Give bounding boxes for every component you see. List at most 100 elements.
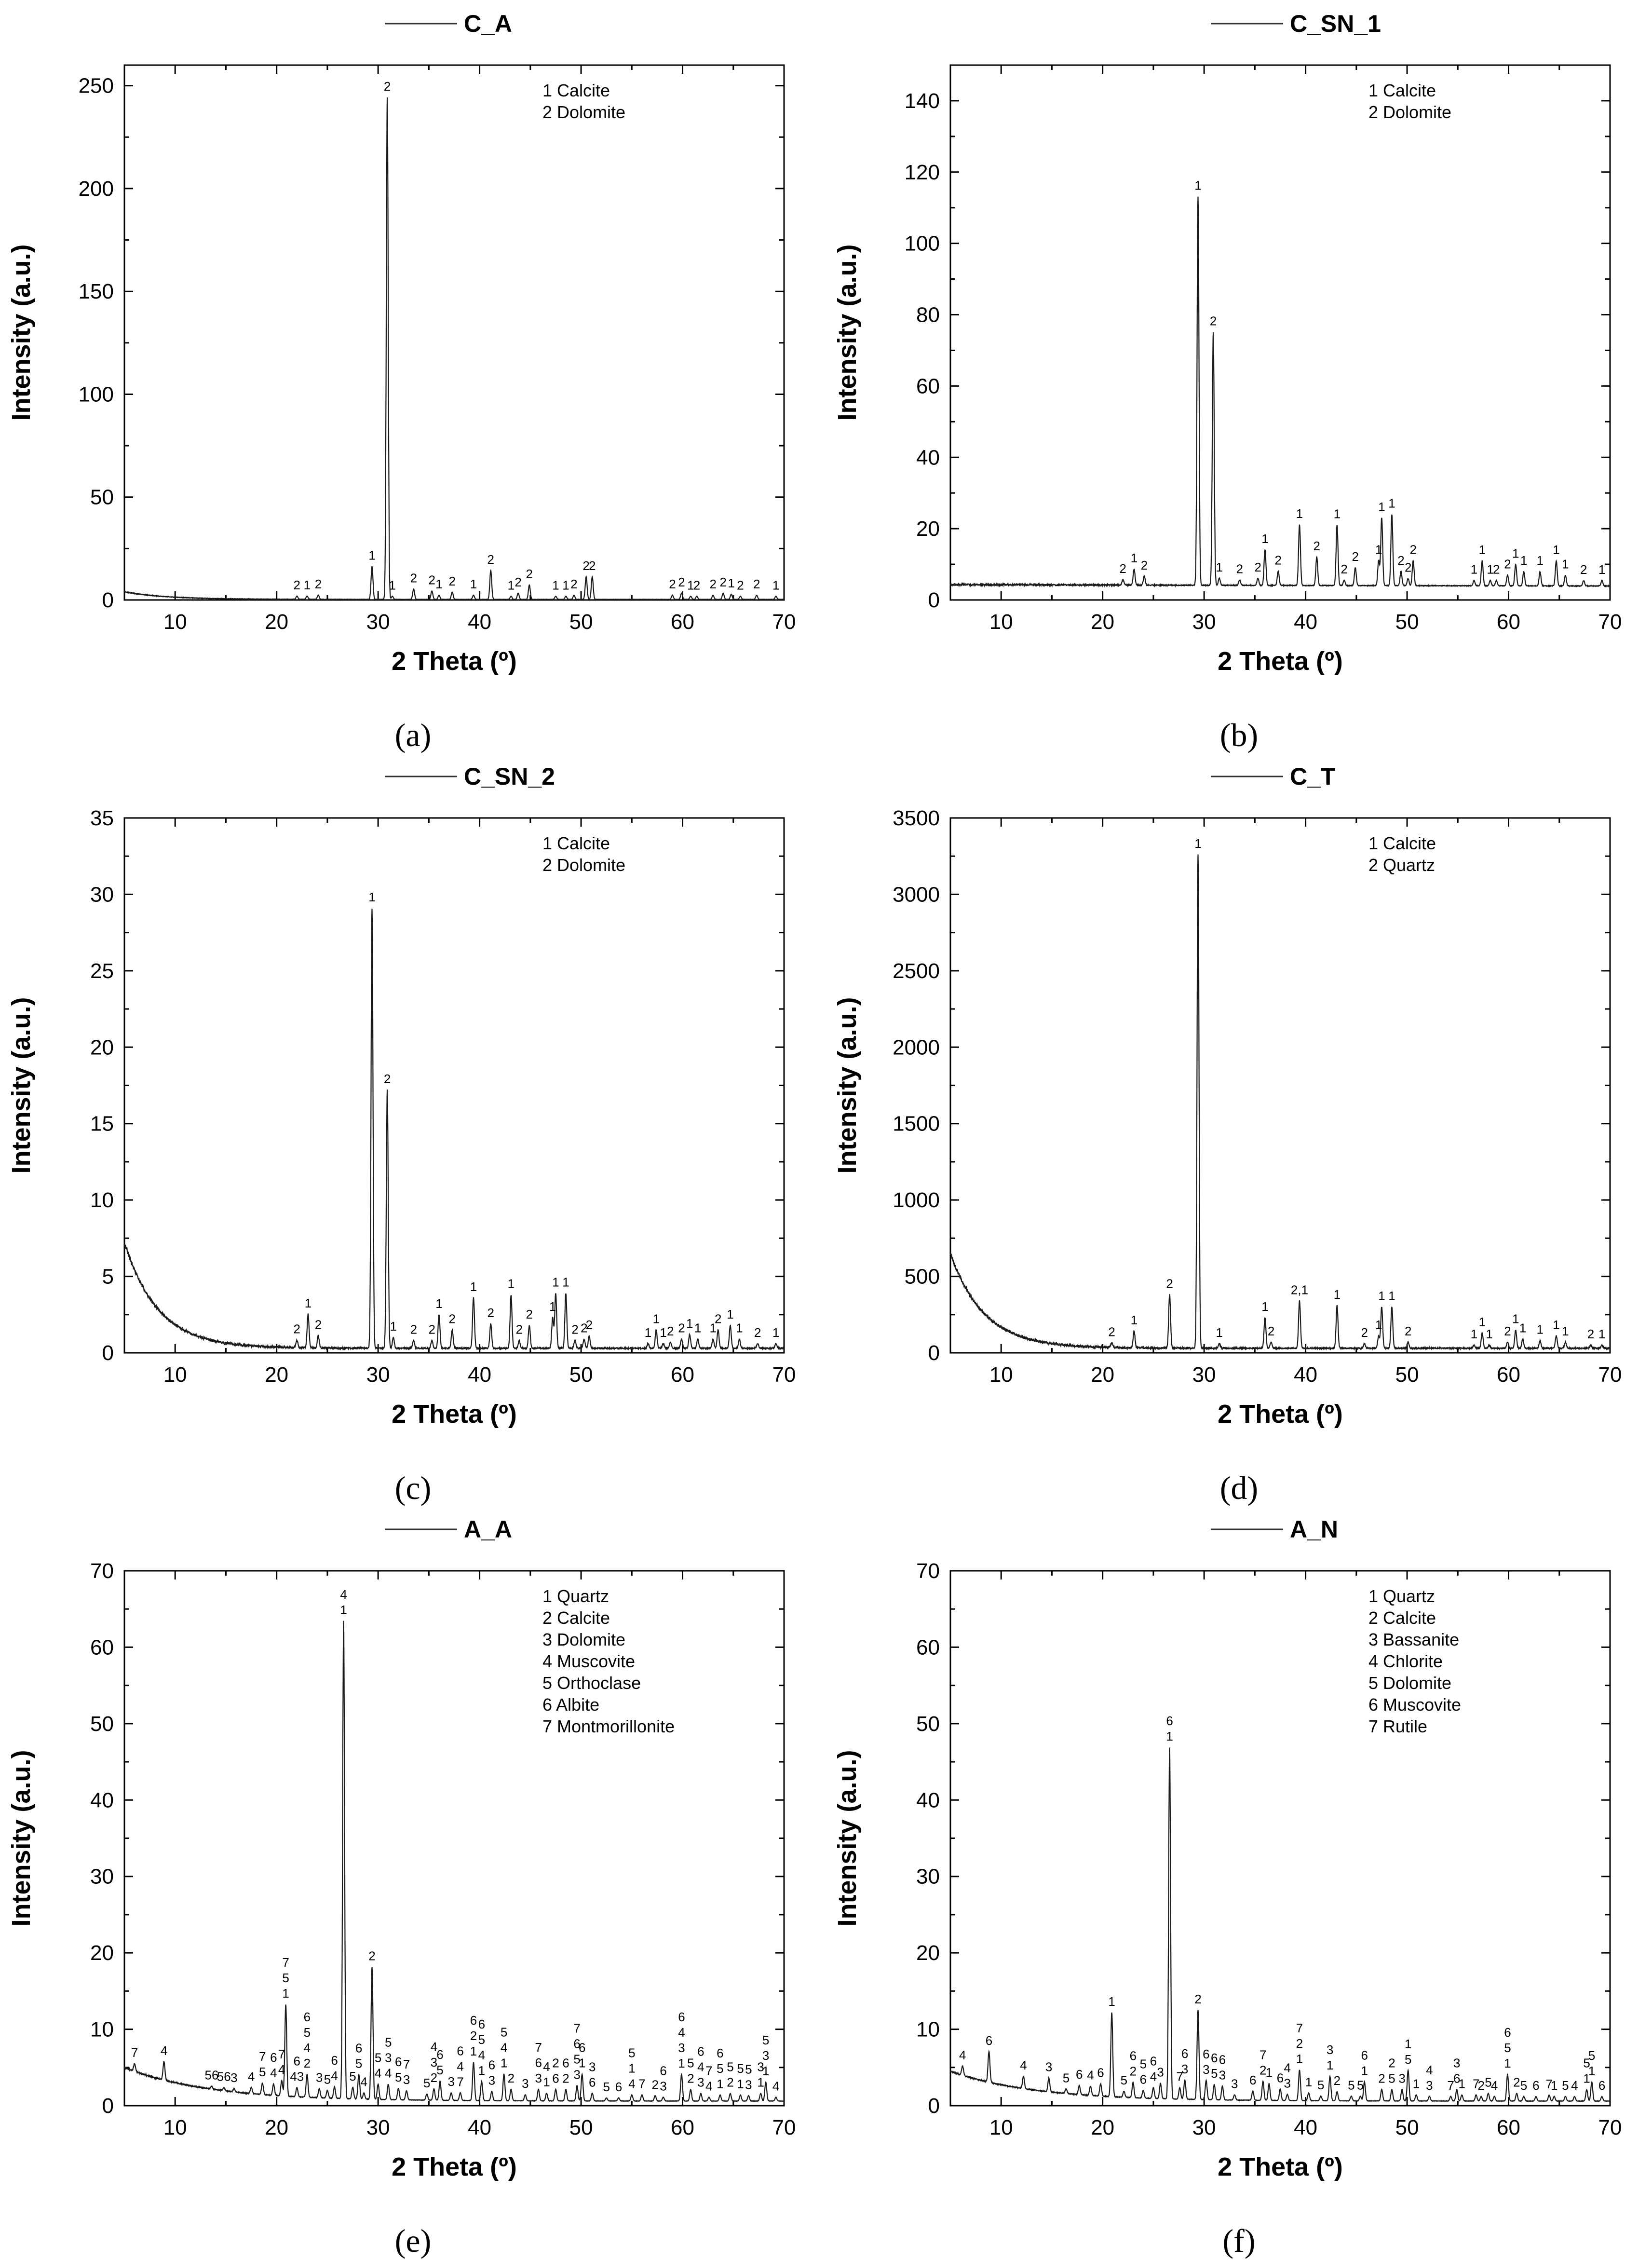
peak-label: 6	[436, 2047, 443, 2062]
peak-label: 2	[727, 2075, 733, 2090]
peak-label: 1	[1486, 1327, 1492, 1341]
plot-frame	[949, 817, 1611, 1354]
peak-label: 1	[686, 1316, 693, 1331]
peak-label: 3	[488, 2073, 495, 2088]
x-tick-label: 40	[1294, 610, 1317, 634]
peak-label: 2	[571, 1322, 578, 1337]
x-tick-label: 20	[265, 2116, 288, 2139]
peak-label: 2	[487, 552, 494, 567]
y-tick-label: 15	[90, 1112, 114, 1136]
peak-label: 2,1	[1291, 1282, 1308, 1297]
series-title: A_A	[464, 1516, 512, 1543]
peak-label: 5	[478, 2032, 485, 2047]
peak-label: 1	[340, 1603, 347, 1617]
peak-label: 3	[1426, 2078, 1433, 2093]
y-tick-label: 0	[102, 588, 114, 612]
peak-label: 2	[715, 1311, 721, 1326]
x-tick-label: 40	[1294, 2116, 1317, 2139]
peak-label: 2	[667, 1324, 674, 1338]
peak-label: 1	[1598, 1327, 1605, 1341]
peak-label: 2	[678, 1321, 685, 1335]
peak-label: 4	[248, 2069, 255, 2083]
phase-legend-entry: 3 Dolomite	[542, 1630, 625, 1649]
peak-label: 2	[1341, 562, 1347, 576]
plot-frame	[949, 1570, 1611, 2107]
y-tick-label: 30	[916, 1865, 940, 1889]
phase-legend-entry: 1 Calcite	[1368, 833, 1436, 853]
peak-label: 2	[526, 567, 533, 581]
peak-label: 5	[1583, 2056, 1590, 2070]
y-tick-label: 10	[90, 1188, 114, 1212]
xrd-chart-f-svg: A_N 10 20 30 40 50 60 70 0 10 20 30 40 50 60 70 2 Theta …	[833, 1516, 1622, 2181]
peak-label: 1	[1375, 1318, 1382, 1332]
peak-label: 4	[161, 2043, 167, 2058]
peak-label: 1	[1512, 546, 1519, 560]
diffractogram-line	[949, 854, 1611, 1351]
peak-label: 1	[1519, 1321, 1526, 1335]
peak-label: 5	[1348, 2078, 1354, 2092]
peak-label: 1	[678, 2056, 685, 2070]
peak-label: 1	[737, 2077, 744, 2091]
xrd-chart-d: C_T 10 20 30 40 50 60 70 0 500 1000 1500 2000 2500 300…	[826, 753, 1652, 1506]
peak-label: 3	[1284, 2076, 1290, 2091]
x-tick-label: 30	[1192, 2116, 1216, 2139]
y-tick-label: 5	[102, 1265, 114, 1289]
peak-label: 4	[772, 2079, 779, 2094]
peak-label: 6	[270, 2050, 277, 2065]
peak-label: 3	[589, 2059, 596, 2074]
peak-label: 4	[1426, 2063, 1433, 2077]
y-tick-label: 35	[90, 806, 114, 830]
peak-label: 2	[562, 2071, 569, 2085]
peak-label: 3	[697, 2075, 704, 2090]
peak-label: 6	[1097, 2066, 1104, 2080]
peak-label: 2	[1108, 1324, 1115, 1339]
y-tick-label: 50	[90, 486, 114, 509]
peak-label: 4	[705, 2079, 712, 2094]
peak-label: 2	[589, 558, 596, 573]
peak-label: 2	[1580, 562, 1587, 577]
peak-label: 7	[1545, 2077, 1552, 2091]
peak-label: 4	[270, 2066, 277, 2080]
peak-label: 2	[515, 575, 521, 589]
peak-label: 1	[508, 578, 515, 592]
x-tick-label: 20	[1091, 610, 1114, 634]
peak-label: 3	[1231, 2076, 1238, 2091]
peak-label: 2	[552, 2056, 559, 2070]
sublabel-a: (a)	[394, 717, 432, 753]
phase-legend-entry: 1 Calcite	[1368, 81, 1436, 100]
peak-label: 6	[294, 2054, 300, 2068]
peak-label: 1	[1471, 1327, 1477, 1341]
peak-label: 7	[457, 2074, 463, 2089]
x-tick-label: 70	[772, 2116, 796, 2139]
peak-label: 6	[1361, 2048, 1368, 2062]
peak-label: 5	[1211, 2066, 1218, 2081]
peak-label: 1	[1562, 1324, 1569, 1338]
y-axis-title: Intensity (a.u.)	[833, 244, 862, 421]
peak-label: 6	[717, 2046, 723, 2060]
peak-label: 1	[562, 1275, 569, 1289]
peak-label: 6	[304, 2010, 311, 2024]
peak-label: 2	[651, 2077, 658, 2092]
peak-label: 1	[1375, 542, 1382, 557]
peak-label: 4	[1571, 2078, 1578, 2093]
peak-label: 2	[719, 575, 726, 589]
x-tick-label: 10	[163, 610, 187, 634]
peak-label: 1	[1131, 1313, 1137, 1327]
x-tick-label: 70	[772, 1363, 796, 1387]
sublabel-d: (d)	[1219, 1470, 1259, 1506]
peak-label: 2	[1493, 562, 1500, 577]
peak-label: 2	[1409, 543, 1416, 557]
xrd-chart-b: C_SN_1 10 20 30 40 50 60 70 0 20 40 60 80 100 120 140 2 …	[826, 0, 1652, 753]
peak-label: 5	[1588, 2048, 1595, 2063]
y-tick-label: 2500	[893, 959, 940, 983]
phase-legend-entry: 4 Muscovite	[542, 1651, 635, 1671]
series-title: C_SN_2	[464, 763, 555, 790]
peak-label: 1	[282, 1986, 289, 2001]
peak-label: 2	[753, 577, 760, 591]
peak-label: 4	[543, 2059, 550, 2074]
peak-label: 1	[508, 1277, 515, 1291]
peak-label: 5	[762, 2033, 769, 2047]
y-tick-label: 0	[102, 2094, 114, 2118]
peak-label: 6	[579, 2041, 585, 2055]
peak-label: 2	[1405, 1324, 1411, 1338]
